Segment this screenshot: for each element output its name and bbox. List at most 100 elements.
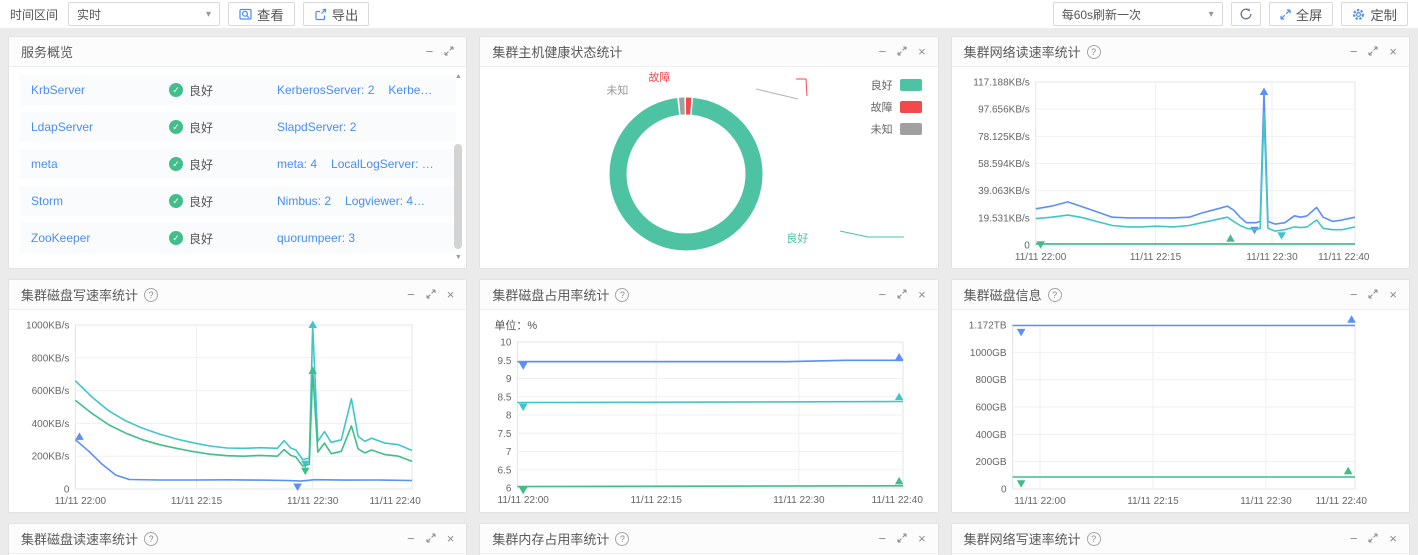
expand-icon[interactable] bbox=[444, 45, 454, 58]
gear-icon bbox=[1352, 8, 1365, 21]
service-name-link[interactable]: Storm bbox=[31, 194, 64, 208]
callout-fault: 故障 bbox=[648, 72, 671, 84]
minimize-icon[interactable]: − bbox=[1349, 44, 1358, 59]
expand-icon[interactable] bbox=[426, 532, 436, 545]
svg-text:0: 0 bbox=[64, 485, 70, 496]
role-link[interactable]: meta: 4 bbox=[277, 157, 318, 171]
customize-button[interactable]: 定制 bbox=[1341, 2, 1408, 26]
svg-text:11/11 22:30: 11/11 22:30 bbox=[774, 495, 826, 506]
help-icon[interactable]: ? bbox=[1086, 531, 1101, 546]
expand-icon[interactable] bbox=[897, 45, 907, 58]
svg-text:11/11 22:40: 11/11 22:40 bbox=[872, 495, 924, 506]
refresh-interval-select[interactable]: 每60s刷新一次 ▾ bbox=[1052, 2, 1223, 26]
role-link[interactable]: KerberosA... bbox=[388, 83, 456, 97]
status-badge: ✓ 良好 bbox=[169, 193, 277, 210]
role-link[interactable]: Nimbus: 2 bbox=[277, 194, 332, 208]
close-icon[interactable]: × bbox=[446, 531, 455, 546]
svg-text:11/11 22:15: 11/11 22:15 bbox=[171, 496, 223, 507]
help-icon[interactable]: ? bbox=[615, 287, 630, 302]
help-icon[interactable]: ? bbox=[1086, 44, 1101, 59]
panel-net-read: 集群网络读速率统计 ? − × 117.188KB/s 97.656KB/s 78.… bbox=[950, 36, 1410, 269]
disk-usage-chart: 单位：% 10 9.5 9 8.5 8 7.5 7 6.5 6 11/11 22:00 11/11 … bbox=[480, 310, 937, 512]
role-link[interactable]: LocalLogServer: 4 bbox=[331, 157, 429, 171]
scroll-up-icon[interactable]: ▲ bbox=[454, 73, 462, 80]
service-roles: Nimbus: 2 Logviewer: 4 UI:... bbox=[277, 194, 456, 208]
help-icon[interactable]: ? bbox=[615, 531, 630, 546]
expand-icon[interactable] bbox=[1368, 288, 1378, 301]
panel-disk-usage: 集群磁盘占用率统计 ? − × 单位：% 10 9.5 9 8.5 8 7.5 7 6.5 6 1… bbox=[479, 279, 939, 513]
role-link[interactable]: KerberosServer: 2 bbox=[277, 83, 375, 97]
service-name-link[interactable]: LdapServer bbox=[31, 120, 94, 134]
svg-text:11/11 22:40: 11/11 22:40 bbox=[369, 496, 421, 507]
help-icon[interactable]: ? bbox=[144, 531, 159, 546]
expand-icon[interactable] bbox=[426, 288, 436, 301]
close-icon[interactable]: × bbox=[446, 287, 455, 302]
service-name-link[interactable]: ZooKeeper bbox=[31, 231, 91, 245]
status-ok-icon: ✓ bbox=[169, 194, 183, 208]
legend-item[interactable]: 未知 bbox=[871, 121, 922, 137]
export-button[interactable]: 导出 bbox=[302, 2, 370, 26]
table-row: ZooKeeper ✓ 良好 quorumpeer: 3 bbox=[19, 223, 457, 253]
minimize-icon[interactable]: − bbox=[1349, 287, 1358, 302]
svg-text:11/11 22:00: 11/11 22:00 bbox=[55, 496, 107, 507]
scroll-down-icon[interactable]: ▼ bbox=[454, 254, 462, 261]
panel-disk-info: 集群磁盘信息 ? − × 1.172TB 1000GB 800GB 600GB 400G… bbox=[950, 279, 1410, 513]
close-icon[interactable]: × bbox=[1389, 44, 1397, 59]
expand-icon[interactable] bbox=[1368, 532, 1378, 545]
svg-text:97.656KB/s: 97.656KB/s bbox=[978, 105, 1030, 116]
expand-icon[interactable] bbox=[897, 532, 907, 545]
role-link[interactable]: quorumpeer: 3 bbox=[277, 231, 356, 245]
svg-text:800KB/s: 800KB/s bbox=[32, 353, 70, 364]
minimize-icon[interactable]: − bbox=[425, 44, 434, 59]
status-badge: ✓ 良好 bbox=[169, 156, 277, 173]
service-roles: meta: 4 LocalLogServer: 4... bbox=[277, 157, 456, 171]
minimize-icon[interactable]: − bbox=[878, 287, 887, 302]
expand-icon[interactable] bbox=[1368, 45, 1378, 58]
service-name-link[interactable]: meta bbox=[31, 157, 58, 171]
close-icon[interactable]: × bbox=[918, 287, 926, 302]
help-icon[interactable]: ? bbox=[144, 287, 159, 302]
panel-title: 集群内存占用率统计 bbox=[492, 532, 610, 547]
minimize-icon[interactable]: − bbox=[407, 531, 415, 546]
chevron-down-icon: ▾ bbox=[205, 8, 212, 20]
role-link[interactable]: Logviewer: 4 bbox=[345, 194, 414, 208]
svg-text:600GB: 600GB bbox=[975, 403, 1006, 414]
minimize-icon[interactable]: − bbox=[878, 44, 887, 59]
refresh-button[interactable] bbox=[1230, 2, 1261, 26]
time-range-select[interactable]: 实时 ▾ bbox=[68, 2, 221, 26]
help-icon[interactable]: ? bbox=[1047, 287, 1062, 302]
callout-unknown: 未知 bbox=[606, 85, 629, 97]
minimize-icon[interactable]: − bbox=[407, 287, 415, 302]
legend-item[interactable]: 故障 bbox=[871, 99, 922, 115]
svg-text:10: 10 bbox=[501, 338, 513, 349]
role-link[interactable]: SlapdServer: 2 bbox=[277, 120, 357, 134]
close-icon[interactable]: × bbox=[1389, 287, 1397, 302]
panel-header: 服务概览 − bbox=[9, 37, 467, 67]
chart-legend: 良好 故障 未知 bbox=[871, 77, 922, 137]
close-icon[interactable]: × bbox=[1389, 531, 1397, 546]
panel-title: 集群网络读速率统计 bbox=[963, 45, 1081, 60]
svg-text:117.188KB/s: 117.188KB/s bbox=[973, 78, 1030, 89]
time-range-label: 时间区间 bbox=[10, 7, 59, 22]
role-link[interactable]: UI:... bbox=[427, 194, 453, 208]
view-button[interactable]: 查看 bbox=[228, 2, 295, 26]
scrollbar-thumb[interactable] bbox=[454, 143, 463, 249]
expand-icon[interactable] bbox=[897, 288, 907, 301]
callout-good: 良好 bbox=[786, 233, 809, 245]
panel-header: 集群网络写速率统计 ? − × bbox=[951, 524, 1409, 554]
legend-item[interactable]: 良好 bbox=[871, 77, 922, 93]
svg-text:11/11 22:30: 11/11 22:30 bbox=[1246, 252, 1298, 263]
close-icon[interactable]: × bbox=[918, 44, 926, 59]
minimize-icon[interactable]: − bbox=[878, 531, 887, 546]
minimize-icon[interactable]: − bbox=[1349, 531, 1358, 546]
scrollbar[interactable]: ▲ ▼ bbox=[452, 73, 464, 264]
panel-header: 集群磁盘占用率统计 ? − × bbox=[480, 280, 938, 310]
close-icon[interactable]: × bbox=[918, 531, 926, 546]
svg-text:9.5: 9.5 bbox=[498, 356, 512, 367]
panel-service-overview: 服务概览 − KrbServer ✓ 良好 KerberosServer: 2 K… bbox=[8, 36, 468, 269]
service-name-link[interactable]: KrbServer bbox=[31, 83, 86, 97]
fullscreen-button[interactable]: 全屏 bbox=[1268, 2, 1334, 26]
svg-text:11/11 22:15: 11/11 22:15 bbox=[1127, 496, 1179, 507]
role-link[interactable]: ... bbox=[442, 157, 453, 171]
table-row: Storm ✓ 良好 Nimbus: 2 Logviewer: 4 UI:... bbox=[19, 186, 457, 216]
